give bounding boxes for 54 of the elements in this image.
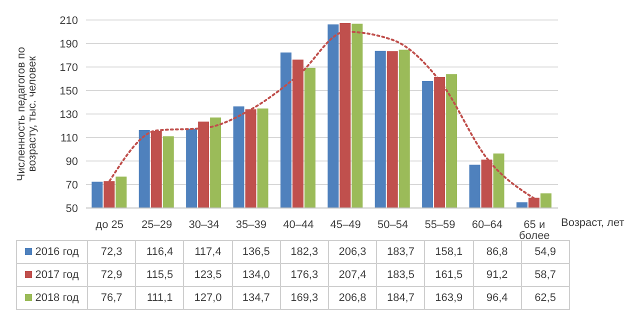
data-label: 182,3 <box>280 240 328 264</box>
y-tick-label: 50 <box>66 202 78 215</box>
x-tick-label: 30–34 <box>188 218 220 231</box>
data-label: 183,7 <box>376 240 425 264</box>
y-tick-label: 210 <box>60 14 78 27</box>
data-label: 134,7 <box>232 286 280 310</box>
legend-label: 2017 год <box>16 264 88 286</box>
data-label: 163,9 <box>424 286 473 310</box>
data-label: 206,3 <box>328 240 377 264</box>
y-tick-label: 150 <box>60 85 78 98</box>
data-label: 72,3 <box>88 240 136 264</box>
data-label: 116,4 <box>136 240 184 264</box>
data-label: 183,5 <box>376 264 425 286</box>
data-label: 127,0 <box>184 286 232 310</box>
data-label: 111,1 <box>136 286 184 310</box>
data-label: 91,2 <box>473 264 522 286</box>
data-label: 169,3 <box>280 286 328 310</box>
data-label: 161,5 <box>424 264 473 286</box>
x-tick-label: 50–54 <box>378 218 408 231</box>
data-label: 72,9 <box>88 264 136 286</box>
x-tick-label: 65 и более <box>518 218 550 242</box>
data-label: 58,7 <box>521 264 570 286</box>
data-label: 62,5 <box>521 286 570 310</box>
x-axis-title: Возраст, лет <box>561 216 624 229</box>
y-tick-label: 170 <box>60 62 78 74</box>
data-label: 134,0 <box>232 264 280 286</box>
y-axis-title: Численность педагогов по возрасту, тыс. человек <box>15 46 38 182</box>
x-tick-label: 55–59 <box>424 218 456 231</box>
x-tick-label: 45–49 <box>330 218 361 231</box>
data-label: 206,8 <box>328 286 377 310</box>
data-label: 115,5 <box>136 264 184 286</box>
y-tick-label: 130 <box>60 108 78 121</box>
data-label: 86,8 <box>473 240 522 264</box>
data-label: 158,1 <box>424 240 473 264</box>
x-tick-label: 60–64 <box>472 218 502 231</box>
data-label: 96,4 <box>473 286 522 310</box>
x-tick-label: 25–29 <box>142 218 172 231</box>
data-label: 207,4 <box>328 264 377 286</box>
y-tick-label: 110 <box>60 132 78 144</box>
data-label: 117,4 <box>184 240 232 264</box>
data-label: 136,5 <box>232 240 280 264</box>
data-label: 123,5 <box>184 264 232 286</box>
data-label: 184,7 <box>376 286 425 310</box>
legend-label: 2016 год <box>16 240 88 264</box>
x-tick-label: 40–44 <box>283 218 314 231</box>
data-label: 54,9 <box>521 240 570 264</box>
data-label: 76,7 <box>88 286 136 310</box>
y-tick-label: 90 <box>66 156 78 168</box>
x-tick-label: 35–39 <box>236 218 266 231</box>
y-tick-label: 70 <box>66 179 78 192</box>
data-label: 176,3 <box>280 264 328 286</box>
legend-label: 2018 год <box>16 286 88 310</box>
y-tick-label: 190 <box>60 38 78 50</box>
x-tick-label: до 25 <box>96 218 124 231</box>
